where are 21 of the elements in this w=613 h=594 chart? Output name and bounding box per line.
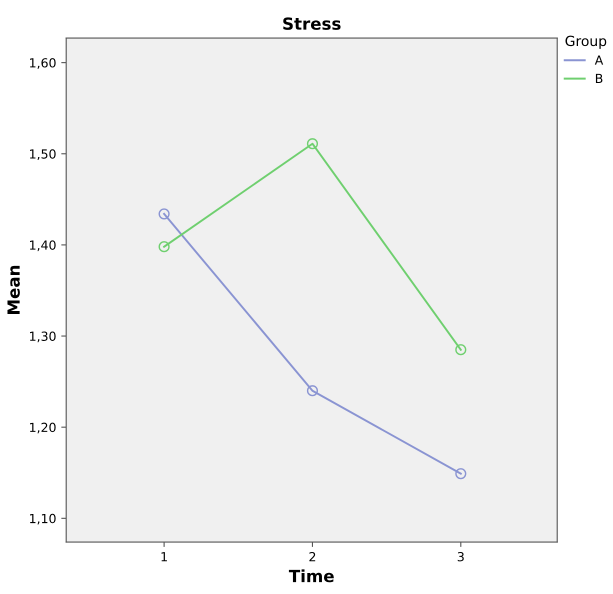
x-axis-title: Time [288, 569, 334, 582]
y-tick-label: 1,10 [30, 514, 56, 525]
point [306, 385, 318, 396]
x-tick-label: 1 [162, 552, 167, 562]
point [158, 208, 170, 220]
point [306, 138, 318, 150]
point [455, 468, 466, 480]
point [158, 241, 170, 252]
y-tick-label: 1,20 [30, 422, 56, 434]
legend-label: A [594, 56, 604, 65]
y-tick-label: 1,40 [30, 240, 56, 252]
x-tick-label: 2 [309, 552, 316, 562]
y-tick-label: 1,60 [30, 58, 56, 69]
chart-title: Stress [283, 17, 341, 30]
legend-label: B [596, 74, 602, 83]
y-tick-label: 1,30 [30, 332, 56, 342]
y-axis-title: Mean [7, 266, 20, 314]
x-tick-label: 3 [458, 552, 464, 562]
y-tick-label: 1,50 [30, 149, 56, 160]
point [455, 344, 466, 356]
legend-title: Group [565, 36, 606, 49]
